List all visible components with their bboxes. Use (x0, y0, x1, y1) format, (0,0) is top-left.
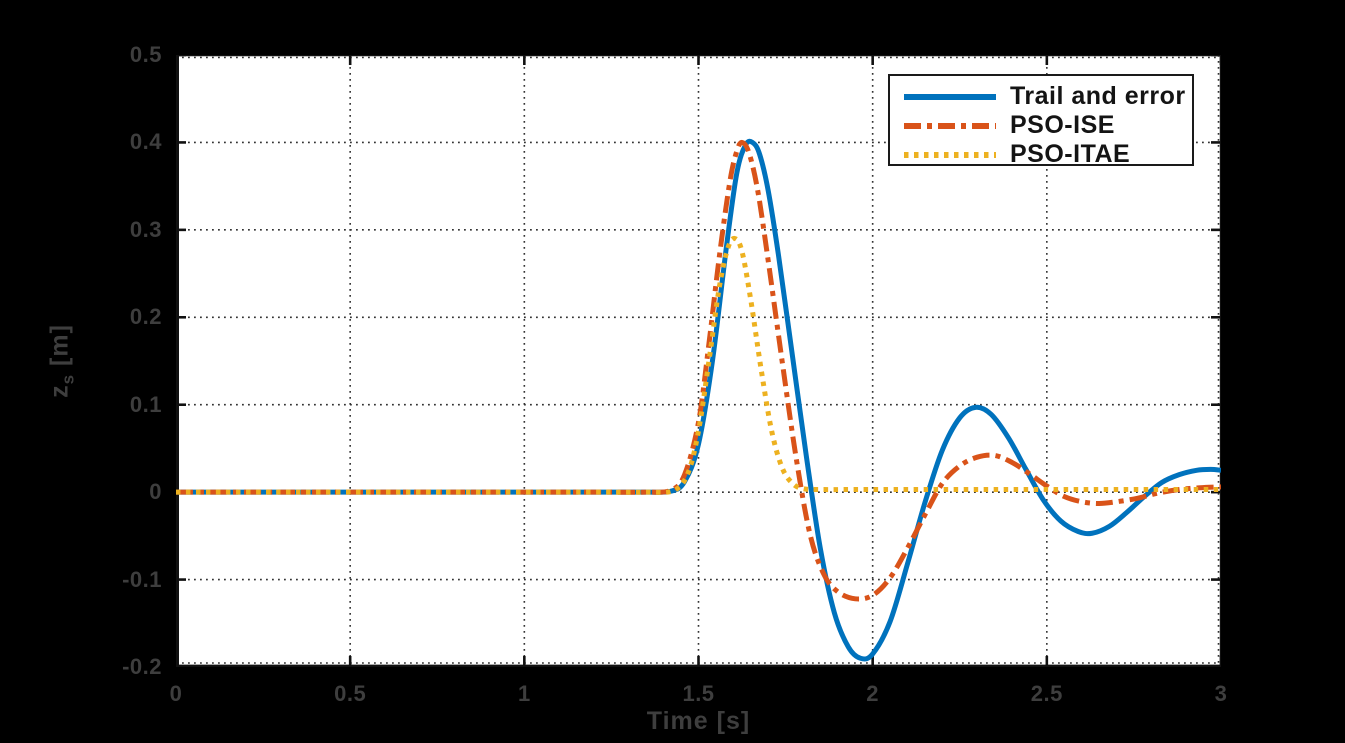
legend-sample-line-solid (904, 93, 996, 100)
y-axis-label: zs [m] (46, 324, 79, 398)
legend-row-pso-itae: PSO-ITAE (898, 140, 1184, 169)
legend-label: PSO-ITAE (1010, 140, 1131, 168)
legend-label: Trail and error (1010, 82, 1186, 110)
x-tick-label: 2.5 (1030, 681, 1063, 706)
legend-sample-line-dash-dot (904, 122, 996, 129)
x-tick-label: 2 (866, 681, 880, 706)
legend-row-trail-and-error: Trail and error (898, 82, 1186, 111)
curve-pso-itae (176, 235, 1221, 495)
y-tick-label: 0 (149, 479, 162, 505)
y-axis-label-main: z (45, 384, 74, 398)
curve-trail-and-error (176, 138, 1221, 662)
x-tick-label: 3 (1214, 681, 1228, 706)
x-tick-label: 1 (517, 681, 531, 706)
y-tick-label: 0.3 (129, 216, 162, 242)
y-tick-label: 0.4 (129, 129, 162, 155)
y-tick-label: -0.1 (122, 566, 162, 592)
x-tick-label: 1.5 (682, 681, 715, 706)
legend-row-pso-ise: PSO-ISE (898, 111, 1184, 140)
y-tick-label: 0.1 (129, 391, 162, 417)
y-tick-label: 0.2 (129, 304, 162, 330)
y-axis-label-sub: s (58, 373, 78, 385)
legend-label: PSO-ISE (1010, 111, 1115, 139)
legend-sample-line-dotted (904, 151, 996, 158)
y-axis-tick-labels: -0.2 -0.1 0 0.1 0.2 0.3 0.4 0.5 (66, 0, 162, 743)
y-axis-label-unit: [m] (45, 324, 74, 374)
x-axis-label: Time [s] (646, 707, 751, 735)
curve-pso-ise (176, 139, 1221, 602)
legend-box: Trail and error PSO-ISE PSO-ITAE (888, 74, 1194, 169)
x-tick-label: 0.5 (334, 681, 367, 706)
y-tick-label: -0.2 (122, 654, 162, 679)
x-tick-label: 0 (169, 681, 183, 706)
y-tick-label: 0.5 (129, 42, 162, 67)
